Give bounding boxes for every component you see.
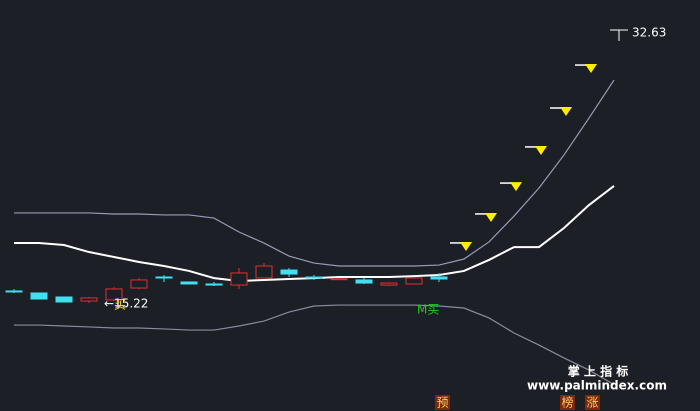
candle-body bbox=[205, 283, 223, 286]
candle-body bbox=[55, 296, 73, 303]
signal-arrow bbox=[535, 145, 547, 155]
buy-label: 买 bbox=[114, 298, 126, 312]
watermark-title: 掌 上 指 标 bbox=[568, 364, 629, 379]
high-label: 32.63 bbox=[632, 26, 666, 40]
signal-arrow bbox=[585, 64, 597, 74]
candle-body bbox=[180, 281, 198, 285]
candle-body bbox=[230, 272, 248, 286]
candle-body bbox=[405, 277, 423, 285]
candle-body bbox=[255, 265, 273, 279]
badge-text: 涨 bbox=[586, 395, 598, 410]
candle-body bbox=[380, 282, 398, 286]
signal-arrow bbox=[460, 241, 472, 251]
watermark-url: www.palmindex.com bbox=[527, 379, 667, 393]
candle-body bbox=[30, 292, 48, 300]
low-label: ←15.22 bbox=[104, 297, 148, 311]
m-buy-label: M买 bbox=[417, 303, 439, 317]
candle-body bbox=[430, 276, 448, 280]
candle-body bbox=[105, 288, 123, 301]
candle-body bbox=[330, 278, 348, 281]
plot bbox=[5, 29, 628, 386]
signal-arrow bbox=[560, 107, 572, 117]
candle-body bbox=[280, 269, 298, 275]
band-line bbox=[14, 185, 615, 283]
candle-body bbox=[355, 279, 373, 284]
badge: 榜 bbox=[560, 395, 575, 410]
badge: 涨 bbox=[585, 395, 600, 410]
candle-body bbox=[5, 290, 23, 293]
badge-text: 预 bbox=[436, 396, 448, 410]
signal-arrow bbox=[485, 212, 497, 222]
band-line bbox=[14, 304, 615, 386]
candle-body bbox=[155, 276, 173, 279]
signal-arrow bbox=[510, 182, 522, 192]
candle-body bbox=[305, 276, 323, 279]
high-marker bbox=[610, 29, 628, 42]
badge-text: 榜 bbox=[561, 395, 573, 410]
band-line bbox=[14, 79, 615, 267]
badge: 预 bbox=[435, 395, 450, 410]
candle-body bbox=[130, 279, 148, 289]
candle-body bbox=[80, 297, 98, 302]
